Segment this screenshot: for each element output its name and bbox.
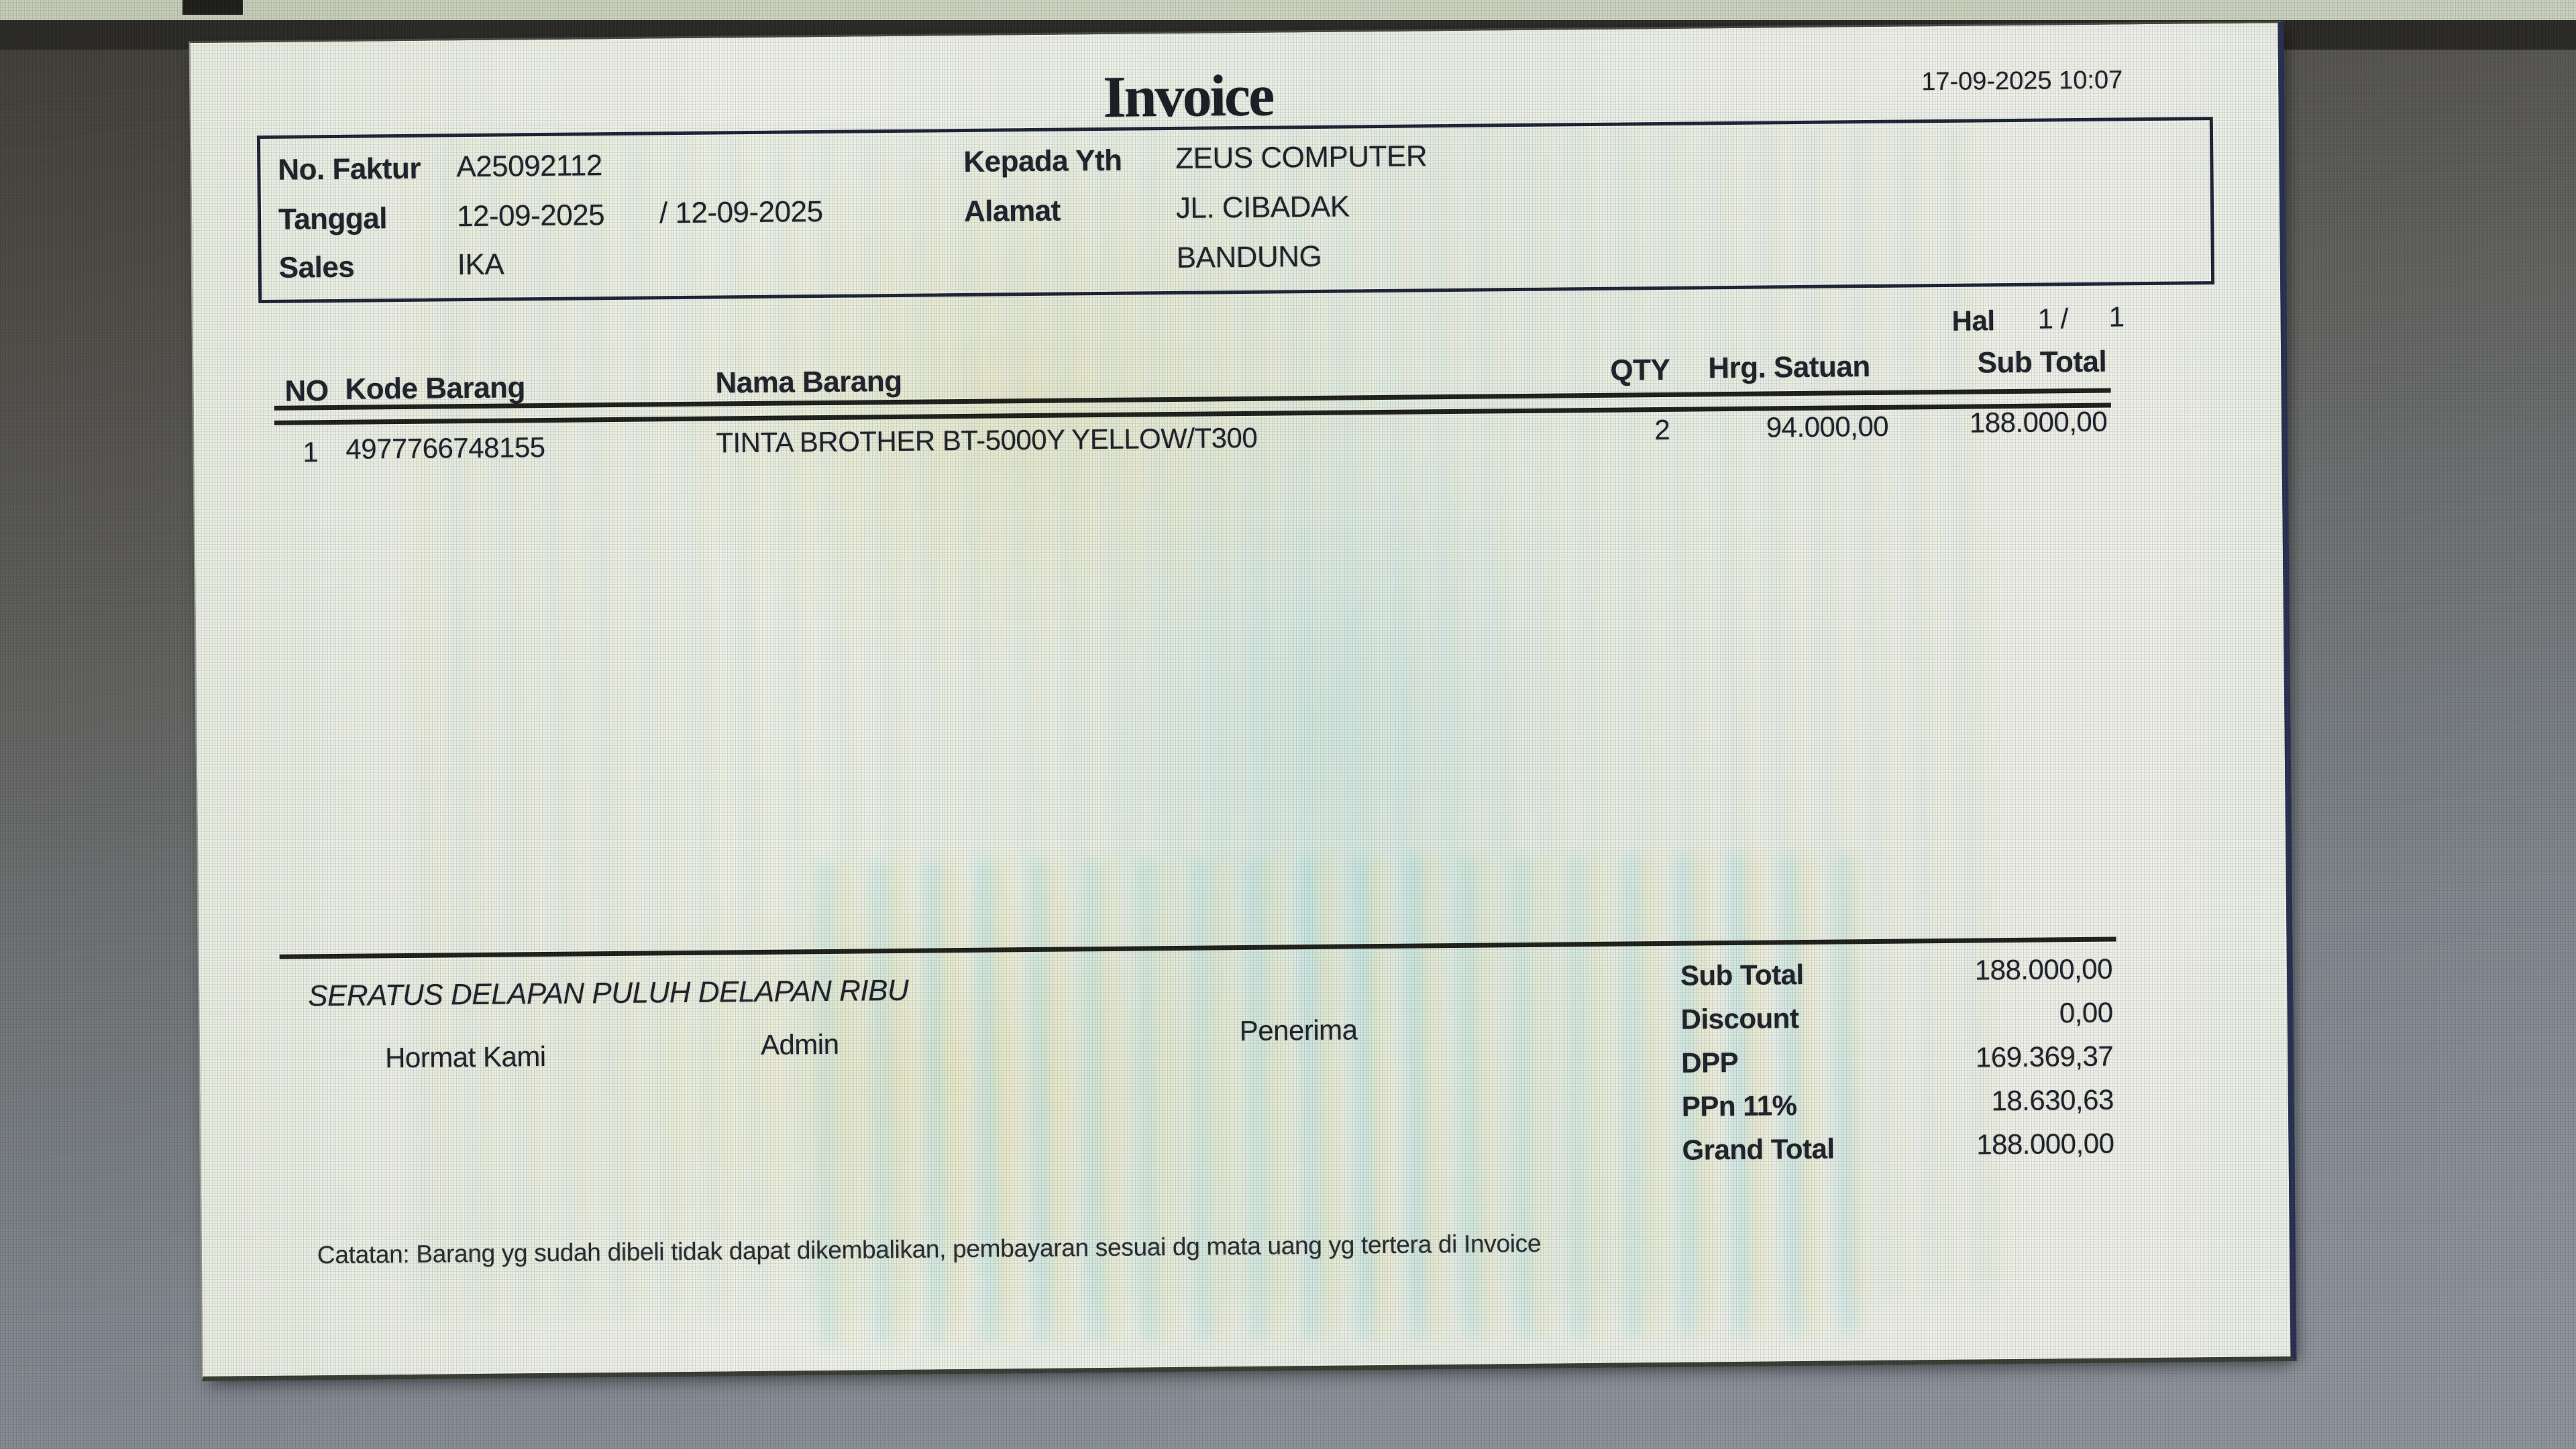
col-header-sub-total: Sub Total (1977, 345, 2107, 380)
alamat-label: Alamat (963, 194, 1061, 228)
discount-value: 0,00 (2059, 996, 2113, 1029)
alamat-value: JL. CIBADAK (1175, 190, 1350, 225)
tanggal-label: Tanggal (278, 202, 388, 236)
invoice-title: Invoice (1102, 63, 1273, 130)
subtotal-value: 188.000,00 (1974, 953, 2113, 986)
invoice-header-box: No. Faktur A25092112 Tanggal 12-09-2025 … (256, 117, 2215, 304)
cell-sub-total: 188.000,00 (1969, 405, 2108, 439)
col-header-no: NO (284, 374, 329, 408)
signature-admin: Admin (760, 1028, 839, 1061)
invoice-page: Invoice 17-09-2025 10:07 No. Faktur A250… (189, 21, 2297, 1381)
no-faktur-value: A25092112 (456, 149, 602, 184)
note-text: Catatan: Barang yg sudah dibeli tidak da… (317, 1229, 1542, 1269)
sales-label: Sales (278, 250, 355, 284)
hal-label: Hal (1951, 305, 1995, 337)
screen-top-notch (182, 0, 243, 15)
hal-total: 1 (2108, 301, 2125, 333)
hal-current: 1 / (2037, 303, 2069, 335)
ppn-value: 18.630,63 (1991, 1083, 2114, 1117)
dpp-value: 169.369,37 (1975, 1040, 2114, 1073)
col-header-kode: Kode Barang (345, 371, 526, 406)
signature-hormat-kami: Hormat Kami (384, 1040, 546, 1074)
col-header-nama: Nama Barang (715, 364, 902, 400)
kepada-value: ZEUS COMPUTER (1175, 140, 1428, 175)
tanggal-value: 12-09-2025 (456, 199, 605, 233)
cell-nama: TINTA BROTHER BT-5000Y YELLOW/T300 (716, 421, 1258, 459)
dpp-label: DPP (1681, 1046, 1739, 1079)
cell-no: 1 (303, 436, 319, 468)
cell-kode: 4977766748155 (345, 431, 545, 465)
cell-qty: 2 (1654, 413, 1670, 446)
screen-top-strip (0, 0, 2576, 21)
cell-hrg-satuan: 94.000,00 (1766, 410, 1889, 443)
grand-total-value: 188.000,00 (1976, 1127, 2114, 1161)
print-datetime: 17-09-2025 10:07 (1921, 66, 2123, 97)
signature-penerima: Penerima (1239, 1014, 1358, 1047)
no-faktur-label: No. Faktur (278, 152, 421, 186)
col-header-hrg-satuan: Hrg. Satuan (1708, 350, 1870, 385)
kota-value: BANDUNG (1176, 239, 1322, 274)
sales-value: IKA (457, 248, 504, 282)
tanggal-due-value: / 12-09-2025 (659, 195, 823, 230)
ppn-label: PPn 11% (1681, 1089, 1797, 1122)
discount-label: Discount (1680, 1002, 1799, 1035)
subtotal-label: Sub Total (1680, 958, 1804, 991)
amount-in-words: SERATUS DELAPAN PULUH DELAPAN RIBU (307, 973, 909, 1013)
col-header-qty: QTY (1610, 353, 1670, 387)
kepada-label: Kepada Yth (963, 144, 1122, 178)
